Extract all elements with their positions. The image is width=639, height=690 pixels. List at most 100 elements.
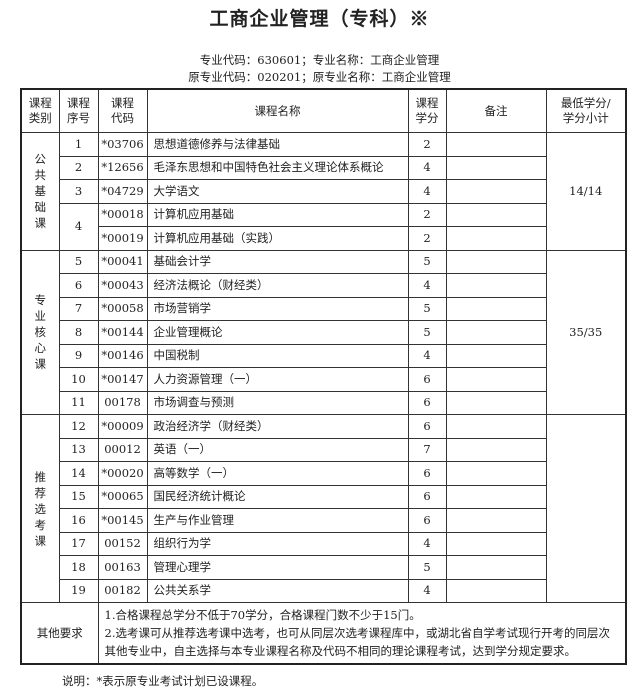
major-code-line: 专业代码：630601；专业名称：工商企业管理 [199,53,440,67]
table-row: 16 *00145 生产与作业管理 6 [21,508,626,533]
course-code: *00019 [97,226,148,251]
course-code: *03706 [97,132,148,157]
course-name: 计算机应用基础（实践） [146,226,409,251]
remarks-cell [445,461,547,486]
course-code: 00012 [97,437,148,462]
course-code: 00163 [97,555,148,580]
course-number: 12 [58,414,99,439]
table-row: 18 00163 管理心理学 5 [21,555,626,580]
course-credit: 6 [407,390,447,415]
course-name: 经济法概论（财经类） [146,273,409,298]
remarks-cell [445,508,547,533]
column-header: 课程名称 [146,88,409,133]
other-requirements-label: 其他要求 [20,602,99,665]
remarks-cell [445,578,547,603]
course-number: 13 [58,437,99,462]
remarks-cell [445,320,547,345]
course-number: 10 [58,367,99,392]
course-credit: 4 [407,179,447,204]
table-row: 专 业 核 心 课 5 *00041 基础会计学 5 35/35 [20,249,627,415]
table-row: 2 *12656 毛泽东思想和中国特色社会主义理论体系概论 4 [21,155,626,180]
table-row: 公 共 基 础 课 1 *03706 思想道德修养与法律基础 2 14/14 [20,132,627,251]
table-row: 4 *00018 计算机应用基础 2 [21,202,626,251]
course-name: 组织行为学 [146,531,409,556]
course-credit: 5 [407,296,447,321]
course-credit: 6 [407,367,447,392]
requirement-line: 1.合格课程总学分不低于70学分，合格课程门数不少于15门。 [104,608,421,622]
course-number: 4 [58,202,99,251]
course-credit: 4 [407,578,447,603]
course-credit: 6 [407,484,447,509]
table-row: 17 00152 组织行为学 4 [21,531,626,556]
course-name: 市场调查与预测 [146,390,409,415]
course-name: 政治经济学（财经类） [146,414,409,439]
table-row: *00019 计算机应用基础（实践） 2 [21,226,626,251]
table-row: 7 *00058 市场营销学 5 [21,296,626,321]
remarks-cell [445,132,547,157]
course-name: 思想道德修养与法律基础 [146,132,409,157]
course-code: 00178 [97,390,148,415]
course-code: *00058 [97,296,148,321]
course-credit: 4 [407,343,447,368]
course-name: 国民经济统计概论 [146,484,409,509]
category-cell: 专 业 核 心 课 [20,249,60,415]
column-header: 备注 [445,88,547,133]
course-credit: 2 [407,202,447,227]
remarks-cell [445,296,547,321]
course-code: *00041 [97,249,148,274]
course-code: *00018 [97,202,148,227]
category-cell: 推 荐 选 考 课 [20,414,60,603]
course-number: 6 [58,273,99,298]
other-requirements-text: 1.合格课程总学分不低于70学分，合格课程门数不少于15门。 2.选考课可从推荐选… [97,602,627,665]
column-header: 课程 学分 [407,88,447,133]
remarks-cell [445,249,547,274]
remarks-cell [445,390,547,415]
course-number: 15 [58,484,99,509]
course-code: *00144 [97,320,148,345]
remarks-cell [445,226,547,251]
subtotal-cell [545,414,627,603]
column-header: 课程 序号 [58,88,99,133]
course-number: 1 [58,132,99,157]
course-code: *00043 [97,273,148,298]
column-header: 最低学分/ 学分小计 [545,88,627,133]
remarks-cell [445,367,547,392]
remarks-cell [445,155,547,180]
course-credit: 6 [407,461,447,486]
remarks-cell [445,202,547,227]
course-number: 8 [58,320,99,345]
table-row: 11 00178 市场调查与预测 6 [21,390,626,415]
course-number: 14 [58,461,99,486]
course-number: 3 [58,179,99,204]
course-number: 7 [58,296,99,321]
course-credit: 6 [407,508,447,533]
course-code: *04729 [97,179,148,204]
remarks-cell [445,343,547,368]
table-row: 9 *00146 中国税制 4 [21,343,626,368]
table-row: 15 *00065 国民经济统计概论 6 [21,484,626,509]
course-number: 16 [58,508,99,533]
course-name: 企业管理概论 [146,320,409,345]
table-row: 19 00182 公共关系学 4 [21,578,626,603]
course-credit: 4 [407,155,447,180]
course-plan-table: 课程 类别 课程 序号 课程 代码 课程名称 课程 学分 备注 最低学分/ 学分小计 公 共… [20,88,627,665]
other-requirements-row: 其他要求 1.合格课程总学分不低于70学分，合格课程门数不少于15门。 2.选考课可… [20,602,627,665]
course-name: 人力资源管理（一） [146,367,409,392]
course-code: *00146 [97,343,148,368]
course-name: 毛泽东思想和中国特色社会主义理论体系概论 [146,155,409,180]
remarks-cell [445,484,547,509]
course-code: *00147 [97,367,148,392]
table-row: 13 00012 英语（一） 7 [21,437,626,462]
table-row: 3 *04729 大学语文 4 [21,179,626,204]
course-name: 生产与作业管理 [146,508,409,533]
course-credit: 6 [407,414,447,439]
table-row: 10 *00147 人力资源管理（一） 6 [21,367,626,392]
major-info: 专业代码：630601；专业名称：工商企业管理 原专业代码：020201；原专业… [0,52,639,86]
course-code: *00020 [97,461,148,486]
course-name: 公共关系学 [146,578,409,603]
remarks-cell [445,531,547,556]
subtotal-cell: 35/35 [545,249,627,415]
course-name: 市场营销学 [146,296,409,321]
course-name: 高等数学（一） [146,461,409,486]
course-credit: 4 [407,273,447,298]
